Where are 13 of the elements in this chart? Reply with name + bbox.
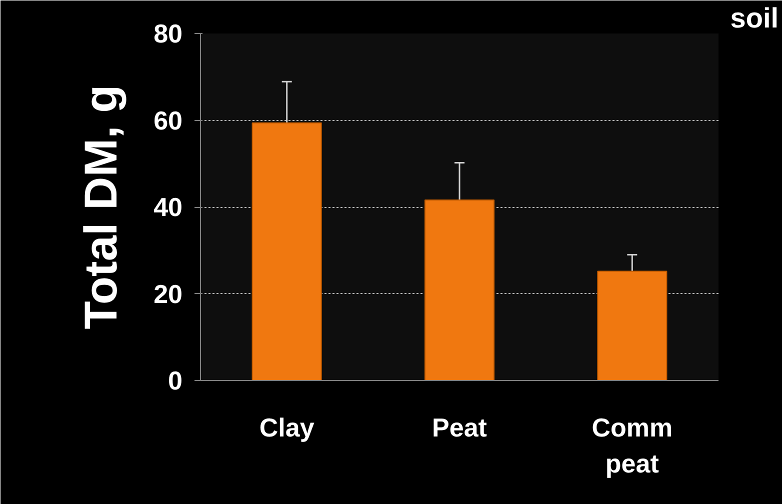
y-tick-label: 40 [154, 192, 182, 222]
x-tick-label: Clay [259, 412, 315, 442]
text: soil [730, 2, 778, 34]
bar [252, 122, 322, 380]
bar [597, 270, 668, 380]
y-tick-label: 20 [154, 278, 182, 309]
y-tick-label: 0 [168, 366, 183, 396]
x-tick-label: Comm peat [592, 412, 673, 478]
y-tick-label: 60 [154, 105, 182, 136]
x-tick-label: Peat [432, 412, 488, 442]
y-tick-label: 80 [154, 18, 182, 48]
bar [424, 200, 495, 380]
y-axis-title: Total DM, g [74, 84, 127, 330]
